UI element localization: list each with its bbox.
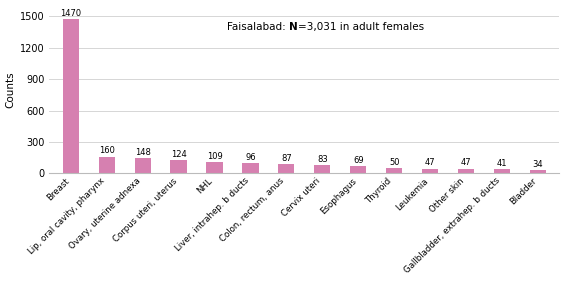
Bar	[422, 169, 438, 173]
Text: 96: 96	[245, 153, 256, 162]
Y-axis label: Counts: Counts	[6, 71, 16, 108]
Bar	[314, 165, 331, 173]
Text: 47: 47	[425, 158, 436, 167]
Text: N: N	[289, 22, 298, 32]
Text: 1470: 1470	[60, 9, 81, 18]
Text: 148: 148	[134, 148, 150, 157]
Bar	[206, 162, 223, 173]
Text: 87: 87	[281, 154, 292, 163]
Bar	[458, 169, 474, 173]
Bar	[171, 160, 186, 173]
Text: 47: 47	[460, 158, 471, 167]
Bar	[350, 166, 366, 173]
Text: Faisalabad:: Faisalabad:	[227, 22, 289, 32]
Text: 34: 34	[533, 160, 543, 169]
Text: =3,031 in adult females: =3,031 in adult females	[298, 22, 424, 32]
Bar	[386, 168, 402, 173]
Bar	[530, 170, 546, 173]
Text: 160: 160	[99, 146, 115, 155]
Bar	[242, 164, 259, 173]
Text: 41: 41	[497, 159, 507, 168]
Bar	[99, 157, 115, 173]
Text: 50: 50	[389, 158, 399, 167]
Text: 69: 69	[353, 156, 363, 165]
Bar	[134, 158, 151, 173]
Bar	[279, 164, 294, 173]
Text: 124: 124	[171, 150, 186, 159]
Bar	[494, 169, 510, 173]
Text: 83: 83	[317, 155, 328, 164]
Bar	[63, 19, 79, 173]
Text: 109: 109	[207, 152, 223, 161]
